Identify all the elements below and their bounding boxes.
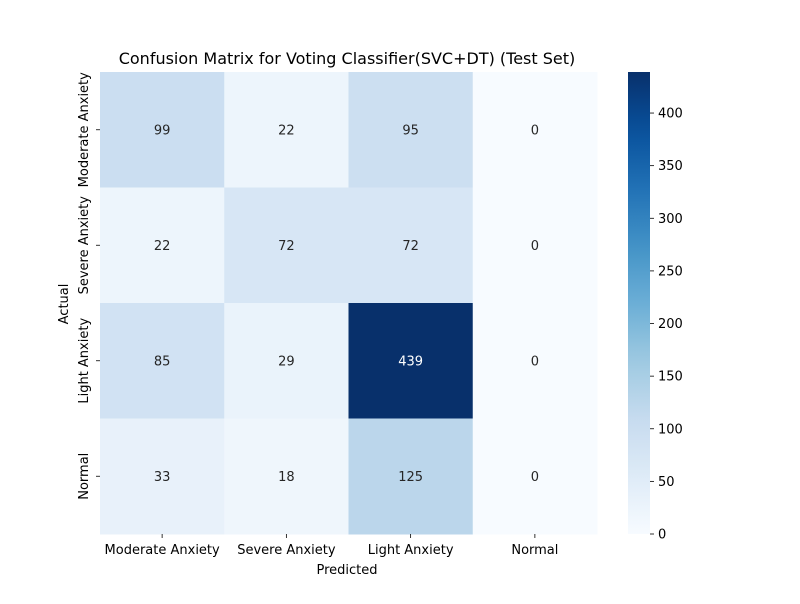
heatmap-cell bbox=[348, 418, 474, 535]
colorbar-tick-label: 350 bbox=[658, 159, 683, 174]
x-tick-label: Normal bbox=[511, 543, 558, 558]
y-tick-label: Light Anxiety bbox=[77, 318, 92, 404]
colorbar-tick-label: 0 bbox=[658, 528, 666, 543]
heatmap-cell bbox=[472, 72, 598, 188]
colorbar-tick-label: 300 bbox=[658, 212, 683, 227]
x-axis-label: Predicted bbox=[316, 563, 377, 578]
cell-value-label: 72 bbox=[402, 239, 419, 254]
colorbar-tick-label: 250 bbox=[658, 264, 683, 279]
cell-value-label: 0 bbox=[531, 239, 539, 254]
x-tick-label: Light Anxiety bbox=[368, 543, 454, 558]
heatmap-cell bbox=[224, 418, 349, 535]
cell-value-label: 99 bbox=[154, 123, 171, 138]
cell-value-label: 33 bbox=[154, 470, 171, 485]
chart-title: Confusion Matrix for Voting Classifier(S… bbox=[119, 49, 576, 68]
cell-value-label: 22 bbox=[278, 123, 295, 138]
x-axis: Moderate Anxiety Severe Anxiety Light Anxi… bbox=[105, 534, 558, 558]
colorbar-tick-label: 400 bbox=[658, 107, 683, 122]
heatmap-cell bbox=[348, 72, 474, 188]
heatmap-cell bbox=[472, 187, 598, 304]
heatmap-cell bbox=[100, 418, 225, 535]
heatmap-cells bbox=[100, 72, 598, 535]
heatmap-cell bbox=[348, 303, 474, 419]
cell-value-label: 0 bbox=[531, 470, 539, 485]
y-axis: Moderate Anxiety Severe Anxiety Light Anxi… bbox=[77, 72, 100, 500]
colorbar-tick-label: 200 bbox=[658, 317, 683, 332]
colorbar: 0 50 100 150 200 250 300 350 400 bbox=[628, 72, 683, 543]
heatmap-cell bbox=[472, 418, 598, 535]
heatmap-cell bbox=[472, 303, 598, 419]
cell-value-label: 72 bbox=[278, 239, 295, 254]
cell-value-label: 85 bbox=[154, 354, 171, 369]
heatmap-cell bbox=[100, 72, 225, 188]
colorbar-tick-label: 100 bbox=[658, 422, 683, 437]
heatmap-cell-labels: 99 22 95 0 22 72 72 0 85 29 439 0 33 18 125 0 bbox=[154, 123, 539, 485]
heatmap-cell bbox=[100, 187, 225, 304]
cell-value-label: 0 bbox=[531, 354, 539, 369]
cell-value-label: 439 bbox=[398, 354, 423, 369]
y-axis-label: Actual bbox=[57, 284, 72, 325]
colorbar-tick-label: 50 bbox=[658, 475, 675, 490]
x-tick-label: Moderate Anxiety bbox=[105, 543, 220, 558]
colorbar-gradient bbox=[628, 72, 650, 534]
heatmap-cell bbox=[348, 187, 474, 304]
y-tick-label: Severe Anxiety bbox=[77, 196, 92, 295]
heatmap-cell bbox=[224, 72, 349, 188]
cell-value-label: 0 bbox=[531, 123, 539, 138]
y-tick-label: Normal bbox=[77, 453, 92, 500]
cell-value-label: 18 bbox=[278, 470, 295, 485]
colorbar-tick-label: 150 bbox=[658, 370, 683, 385]
x-tick-label: Severe Anxiety bbox=[237, 543, 336, 558]
heatmap-cell bbox=[100, 303, 225, 419]
cell-value-label: 22 bbox=[154, 239, 171, 254]
heatmap-cell bbox=[224, 303, 349, 419]
cell-value-label: 125 bbox=[398, 470, 423, 485]
heatmap-cell bbox=[224, 187, 349, 304]
y-tick-label: Moderate Anxiety bbox=[77, 72, 92, 187]
cell-value-label: 95 bbox=[402, 123, 419, 138]
cell-value-label: 29 bbox=[278, 354, 295, 369]
